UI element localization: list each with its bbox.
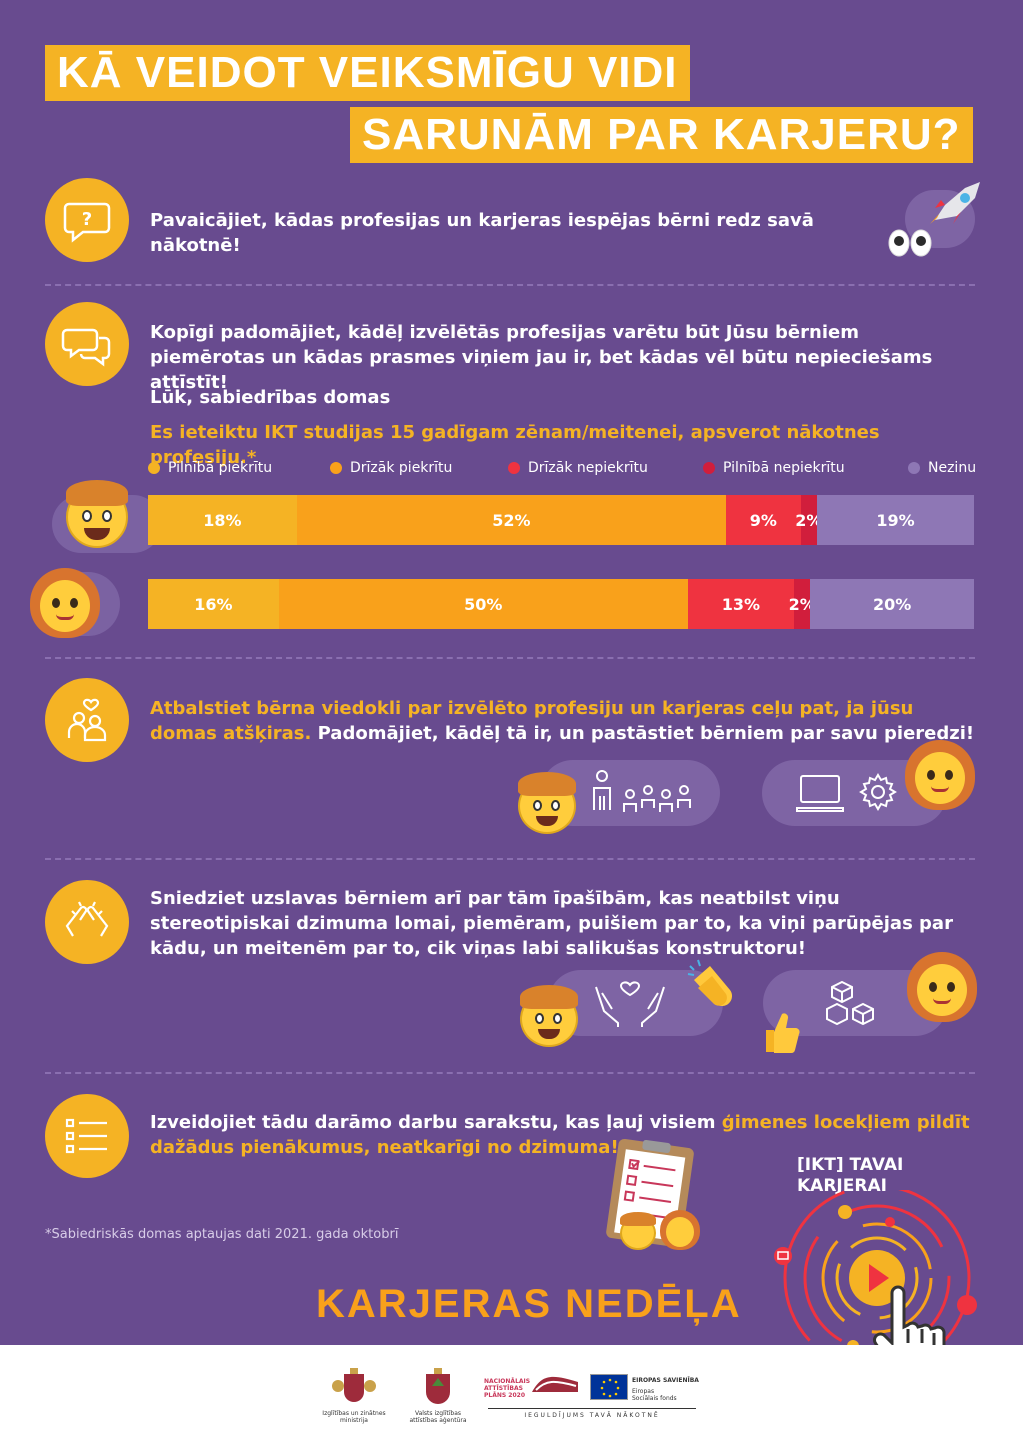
section5-text: Izveidojiet tādu darāmo darbu sarakstu, … [150,1110,980,1160]
bar-row-girl: 16% 50% 13% 2% 20% [148,579,974,629]
clapping-hands-icon [686,958,736,1008]
nap-logo-text: NACIONĀLAIS ATTĪSTĪBAS PLĀNS 2020 [484,1378,531,1399]
section5-normal: Izveidojiet tādu darāmo darbu sarakstu, … [150,1112,722,1133]
gear-icon [858,772,898,812]
hands-heart-icon [592,975,668,1029]
section2-subheading: Lūk, sabiedrības domas [150,387,391,408]
divider-3 [45,858,975,860]
boy-avatar-small [516,772,578,834]
footnote: *Sabiedriskās domas aptaujas dati 2021. … [45,1227,399,1242]
girl-avatar-small [905,740,975,810]
bar-segment-2-4: 2% [789,579,816,629]
legend-item-fully-agree: Pilnībā piekrītu [148,460,272,476]
bar-segment-1-2: 52% [296,495,727,545]
clap-icon [45,880,129,964]
section3-highlight: Atbalstiet bērna viedokli par izvēlēto p… [150,698,914,744]
section3-rest: Padomājiet, kādēļ tā ir, un pastāstiet b… [311,723,975,744]
section4-text: Sniedziet uzslavas bērniem arī par tām ī… [150,888,953,959]
cubes-icon [825,978,879,1030]
divider-2 [45,657,975,659]
footer [0,1345,1023,1450]
legend-dot [508,462,520,474]
legend-dot [148,462,160,474]
support-icon [45,678,129,762]
divider-1 [45,284,975,286]
eyes-icon [888,228,932,258]
girl-avatar [30,568,100,638]
agency-logo-text: Valsts izglītības attīstības aģentūra [409,1410,467,1424]
svg-text:?: ? [82,209,92,230]
motto-text: IEGULDĪJUMS TAVĀ NĀKOTNĒ [524,1412,660,1419]
legend-item-fully-disagree: Pilnībā nepiekrītu [703,460,845,476]
bar-segment-1-4: 2% [795,495,822,545]
eu-logo-text: EIROPAS SAVIENĪBA [632,1377,699,1384]
section2-text: Kopīgi padomājiet, kādēļ izvēlētās profe… [150,322,933,393]
ikt-title-line-2: KARJERAI [797,1176,887,1196]
boy-avatar-tiny [620,1212,658,1250]
bar-segment-2-5: 20% [810,579,974,629]
title-line-2: SARUNĀM PAR KARJERU? [350,107,973,163]
nap-flag-icon [530,1374,580,1396]
laptop-icon [795,772,845,814]
legend-item-rather-disagree: Drīzāk nepiekrītu [508,460,648,476]
motto-divider [488,1408,696,1409]
agency-crest [418,1368,458,1408]
section1-text: Pavaicājiet, kādas profesijas un karjera… [150,210,814,256]
girl-avatar-small-2 [907,952,977,1022]
question-icon: ? [45,178,129,262]
legend-item-rather-agree: Drīzāk piekrītu [330,460,452,476]
divider-4 [45,1072,975,1074]
boy-avatar-small-2 [518,985,580,1047]
esf-logo-text: Eiropas Sociālais fonds [632,1388,677,1402]
section5-highlight: ģimenes locekļiem pildīt dažādus pienāku… [150,1112,970,1158]
bar-segment-2-1: 16% [148,579,279,629]
ministry-crest [330,1368,378,1408]
rocket-icon [925,180,985,225]
bar-segment-2-2: 50% [278,579,688,629]
bar-segment-1-5: 19% [817,495,974,545]
legend-dot [330,462,342,474]
survey-question: Es ieteiktu IKT studijas 15 gadīgam zēna… [150,422,880,468]
brand-logo-karjeras-nedela: KARJERAS NEDĒĻA [316,1282,742,1326]
title-line-1: KĀ VEIDOT VEIKSMĪGU VIDI [45,45,690,101]
bar-segment-2-3: 13% [687,579,795,629]
girl-avatar-tiny [660,1210,700,1250]
ministry-logo-text: Izglītības un zinātnes ministrija [322,1410,386,1424]
legend-item-dont-know: Nezinu [908,460,976,476]
bar-row-boy: 18% 52% 9% 2% 19% [148,495,974,545]
bar-segment-1-1: 18% [148,495,297,545]
checklist-icon [45,1094,129,1178]
boy-avatar [62,478,132,548]
legend-dot [703,462,715,474]
eu-flag-icon [590,1374,628,1400]
bar-segment-1-3: 9% [726,495,801,545]
thumbs-up-icon [760,1010,802,1054]
legend-dot [908,462,920,474]
ikt-title-line-1: [IKT] TAVAI [797,1155,904,1175]
section3-text: Atbalstiet bērna viedokli par izvēlēto p… [150,696,980,746]
chat-icon [45,302,129,386]
people-icon [588,770,698,818]
